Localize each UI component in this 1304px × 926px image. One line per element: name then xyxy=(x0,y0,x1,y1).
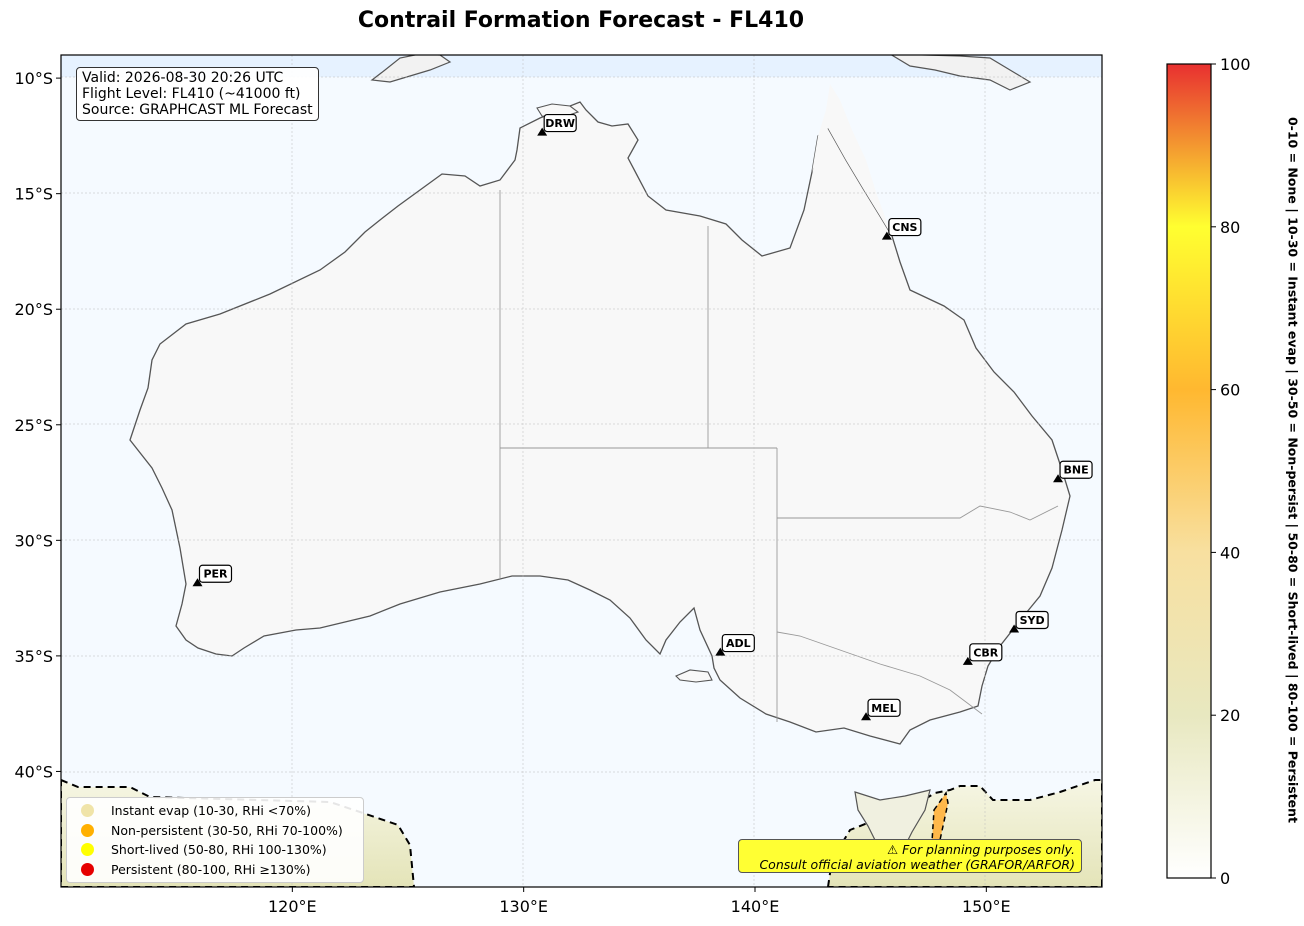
forecast-info-box: Valid: 2026-08-30 20:26 UTC Flight Level… xyxy=(76,67,319,121)
tasmania xyxy=(854,789,931,857)
lat-tick-label: 30°S xyxy=(14,531,53,550)
legend-marker xyxy=(81,862,94,876)
legend-label: Non-persistent (30-50, RHi 70-100%) xyxy=(111,822,343,838)
airport-syd[interactable]: SYD xyxy=(1009,610,1049,633)
airport-marker-icon xyxy=(537,127,548,136)
australia-mainland xyxy=(129,101,1071,745)
airport-code: BNE xyxy=(1063,464,1088,477)
airport-per[interactable]: PER xyxy=(192,564,233,587)
data-source: Source: GRAPHCAST ML Forecast xyxy=(82,102,313,118)
airport-marker-icon xyxy=(861,712,872,721)
disclaimer-line-2: Consult official aviation weather (GRAFO… xyxy=(759,857,1075,872)
colorbar-tick-label: 60 xyxy=(1220,381,1240,400)
airport-cns[interactable]: CNS xyxy=(881,217,922,240)
contrail-region-nonpersist xyxy=(931,791,949,843)
colorbar-tick-label: 20 xyxy=(1220,706,1240,725)
airport-label-box xyxy=(1015,610,1049,630)
disclaimer-line-1: ⚠ For planning purposes only. xyxy=(887,842,1075,857)
colorbar-tick-label: 80 xyxy=(1220,218,1240,237)
airport-adl[interactable]: ADL xyxy=(715,633,755,656)
airport-label-box xyxy=(721,633,755,653)
kangaroo-island xyxy=(675,669,713,683)
legend-marker xyxy=(81,842,94,856)
airport-code: CNS xyxy=(892,221,917,234)
planning-disclaimer: ⚠ For planning purposes only. Consult of… xyxy=(738,839,1082,873)
map-legend: Instant evap (10-30, RHi <70%) Non-persi… xyxy=(66,797,364,883)
lat-tick-label: 25°S xyxy=(14,416,53,435)
airport-marker-icon xyxy=(881,231,892,240)
legend-item-non-persistent: Non-persistent (30-50, RHi 70-100%) xyxy=(81,821,343,839)
axis-layer: 120°E 130°E 140°E 150°E 10°S 15°S 20°S 25°S 30°S… xyxy=(14,69,1010,916)
colorbar-tick-label: 100 xyxy=(1220,55,1251,74)
airport-label-box xyxy=(198,564,233,583)
colorbar-label-text: 0-10 = None | 10-30 = Instant evap | 30-… xyxy=(1285,116,1301,824)
lat-tick-label: 20°S xyxy=(14,300,53,319)
airport-label-box xyxy=(969,643,1003,662)
papua xyxy=(890,55,1032,91)
legend-item-instant-evap: Instant evap (10-30, RHi <70%) xyxy=(81,801,311,819)
lat-tick-label: 15°S xyxy=(14,185,53,204)
colorbar-tick-label: 0 xyxy=(1220,869,1230,888)
legend-marker xyxy=(81,803,94,817)
airport-marker-icon xyxy=(192,578,203,587)
legend-label: Instant evap (10-30, RHi <70%) xyxy=(111,802,311,818)
airport-label-box xyxy=(867,698,901,717)
airport-mel[interactable]: MEL xyxy=(861,698,901,721)
legend-item-persistent: Persistent (80-100, RHi ≥130%) xyxy=(81,860,311,878)
lon-tick-label: 120°E xyxy=(268,897,317,916)
airport-bne[interactable]: BNE xyxy=(1053,460,1093,483)
airport-marker-icon xyxy=(1009,624,1020,633)
lon-tick-label: 130°E xyxy=(499,897,548,916)
airport-code: PER xyxy=(203,568,228,581)
lon-tick-label: 140°E xyxy=(731,897,780,916)
airport-code: ADL xyxy=(726,637,751,650)
airport-marker-icon xyxy=(715,647,726,656)
airport-drw[interactable]: DRW xyxy=(537,113,577,136)
airport-code: SYD xyxy=(1020,614,1045,627)
lat-tick-label: 40°S xyxy=(14,762,53,781)
cape-york xyxy=(812,84,892,236)
map-frame xyxy=(60,54,1103,888)
state-borders xyxy=(499,190,1059,722)
legend-marker xyxy=(81,823,94,837)
lat-tick-label: 10°S xyxy=(14,69,53,88)
colorbar-category-label: 0-10 = None | 10-30 = Instant evap | 30-… xyxy=(1283,70,1303,870)
airport-label-box xyxy=(543,113,577,133)
lon-tick-label: 150°E xyxy=(962,897,1011,916)
airport-marker-icon xyxy=(1053,474,1064,483)
map-title: Contrail Formation Forecast - FL410 xyxy=(357,8,805,33)
airport-code: DRW xyxy=(545,117,575,130)
airport-marker-icon xyxy=(962,656,973,665)
airport-cbr[interactable]: CBR xyxy=(962,643,1003,665)
airport-label-box xyxy=(888,217,922,237)
valid-time: Valid: 2026-08-30 20:26 UTC xyxy=(82,70,284,86)
top-band xyxy=(61,55,1102,77)
new-guinea xyxy=(370,55,452,83)
airports-layer: DRW CNS BNE PER ADL SYD CBR MEL xyxy=(192,113,1093,721)
airport-code: CBR xyxy=(973,646,998,659)
legend-label: Short-lived (50-80, RHi 100-130%) xyxy=(111,841,327,857)
flight-level: Flight Level: FL410 (~41000 ft) xyxy=(82,86,301,102)
airport-label-box xyxy=(1059,460,1093,479)
lat-tick-label: 35°S xyxy=(14,647,53,666)
colorbar-ticks: 0 20 40 60 80 100 xyxy=(1211,55,1251,888)
colorbar xyxy=(1166,63,1212,879)
legend-label: Persistent (80-100, RHi ≥130%) xyxy=(111,861,311,877)
colorbar-tick-label: 40 xyxy=(1220,543,1240,562)
legend-item-short-lived: Short-lived (50-80, RHi 100-130%) xyxy=(81,840,327,858)
airport-code: MEL xyxy=(871,702,896,715)
